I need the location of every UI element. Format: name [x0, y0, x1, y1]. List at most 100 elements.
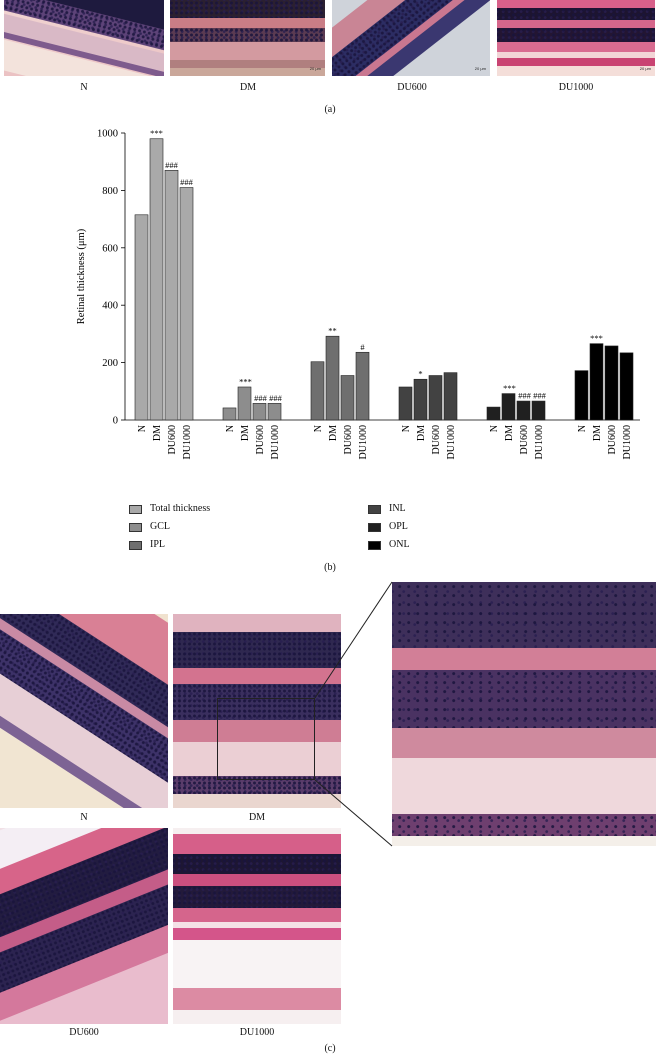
x-tick-label: DU600 — [607, 425, 618, 454]
bar — [428, 375, 443, 421]
legend-swatch-opl — [368, 523, 381, 532]
bar — [310, 361, 325, 421]
y-tick-label: 200 — [102, 358, 118, 369]
bar-chart-retinal-thickness: 0 200 400 600 800 1000 Retinal thickness (μm) N… — [76, 128, 640, 459]
panel-label-b: (b) — [324, 562, 336, 573]
significance-label: * — [418, 369, 422, 379]
micrograph-c-du600 — [0, 828, 168, 1024]
legend-label-onl: ONL — [389, 539, 410, 550]
micrograph-a-du600: 20 μm — [332, 0, 490, 76]
significance-label: ### — [533, 391, 547, 401]
legend-label-opl: OPL — [389, 521, 408, 532]
y-tick-label: 600 — [102, 243, 118, 254]
scale-bar-a-du1000: 20 μm — [639, 66, 651, 71]
significance-label: ### — [165, 160, 179, 170]
x-tick-label: DM — [152, 425, 163, 441]
bar — [355, 351, 370, 421]
micrograph-c-dm — [173, 614, 341, 808]
x-tick-label: DM — [240, 425, 251, 441]
bar — [149, 138, 164, 421]
significance-label: ### — [180, 177, 194, 187]
caption-c-dm: DM — [248, 812, 266, 823]
bar — [486, 406, 501, 421]
legend-label-inl: INL — [389, 503, 406, 514]
x-tick-label: DM — [504, 425, 515, 441]
y-axis-label: Retinal thickness (μm) — [76, 228, 87, 324]
panel-label-c: (c) — [324, 1043, 336, 1054]
legend-swatch-gcl — [129, 523, 142, 532]
x-tick-label: DM — [416, 425, 427, 441]
bar — [398, 386, 413, 421]
legend-label-total-thickness: Total thickness — [150, 503, 211, 514]
x-tick-label: DU600 — [343, 425, 354, 454]
caption-a-du1000: DU1000 — [558, 82, 594, 93]
caption-a-n: N — [80, 82, 88, 93]
scale-bar-a-dm: 20 μm — [309, 66, 321, 71]
x-tick-label: DU1000 — [622, 425, 633, 459]
significance-label: # — [360, 342, 365, 352]
bar — [222, 407, 237, 421]
bar — [574, 370, 589, 421]
x-tick-label: DU1000 — [534, 425, 545, 459]
x-tick-label: DU600 — [519, 425, 530, 454]
significance-label: ** — [328, 326, 337, 336]
micrograph-c-dm-inset — [392, 582, 656, 846]
bar — [164, 170, 179, 421]
bar — [340, 375, 355, 421]
y-tick-label: 1000 — [97, 129, 118, 140]
y-tick-label: 0 — [113, 416, 118, 427]
legend-swatch-total-thickness — [129, 505, 142, 514]
x-tick-label: N — [577, 425, 588, 432]
bar — [443, 372, 458, 421]
significance-label: ### — [269, 393, 283, 403]
bar — [413, 378, 428, 421]
legend-swatch-inl — [368, 505, 381, 514]
caption-c-du1000: DU1000 — [239, 1027, 275, 1038]
legend-label-gcl: GCL — [150, 521, 170, 532]
y-tick-label: 400 — [102, 301, 118, 312]
x-tick-label: DU600 — [431, 425, 442, 454]
significance-label: ### — [518, 391, 532, 401]
zoom-region-box — [217, 698, 315, 780]
caption-a-dm: DM — [239, 82, 257, 93]
significance-label: *** — [150, 128, 163, 138]
caption-a-du600: DU600 — [397, 82, 427, 93]
micrograph-a-n — [4, 0, 164, 76]
bar — [501, 393, 516, 421]
x-tick-label: DU600 — [255, 425, 266, 454]
x-tick-label: DU1000 — [270, 425, 281, 459]
legend-label-ipl: IPL — [150, 539, 165, 550]
caption-c-n: N — [80, 812, 88, 823]
bar — [619, 352, 634, 421]
y-tick-label: 800 — [102, 186, 118, 197]
legend-swatch-onl — [368, 541, 381, 550]
bar — [179, 187, 194, 421]
bar — [267, 403, 282, 421]
x-tick-label: N — [225, 425, 236, 432]
x-tick-label: DM — [328, 425, 339, 441]
micrograph-c-n — [0, 614, 168, 808]
significance-label: *** — [503, 383, 516, 393]
scale-bar-a-du600: 20 μm — [474, 66, 486, 71]
significance-label: *** — [239, 376, 252, 386]
bar — [252, 403, 267, 421]
x-tick-label: DU1000 — [182, 425, 193, 459]
significance-label: *** — [590, 333, 603, 343]
bar — [589, 343, 604, 421]
significance-label: ### — [254, 393, 268, 403]
x-tick-label: N — [489, 425, 500, 432]
micrograph-a-dm: 20 μm — [170, 0, 325, 76]
bar — [325, 335, 340, 421]
bar — [531, 400, 546, 421]
x-tick-label: DM — [592, 425, 603, 441]
bar — [237, 386, 252, 421]
bar — [516, 400, 531, 421]
x-tick-label: DU1000 — [446, 425, 457, 459]
micrograph-c-du1000 — [173, 828, 341, 1024]
micrograph-a-du1000: 20 μm — [497, 0, 655, 76]
bar — [604, 345, 619, 421]
x-tick-label: N — [137, 425, 148, 432]
caption-c-du600: DU600 — [69, 1027, 99, 1038]
x-tick-label: DU600 — [167, 425, 178, 454]
legend-swatch-ipl — [129, 541, 142, 550]
